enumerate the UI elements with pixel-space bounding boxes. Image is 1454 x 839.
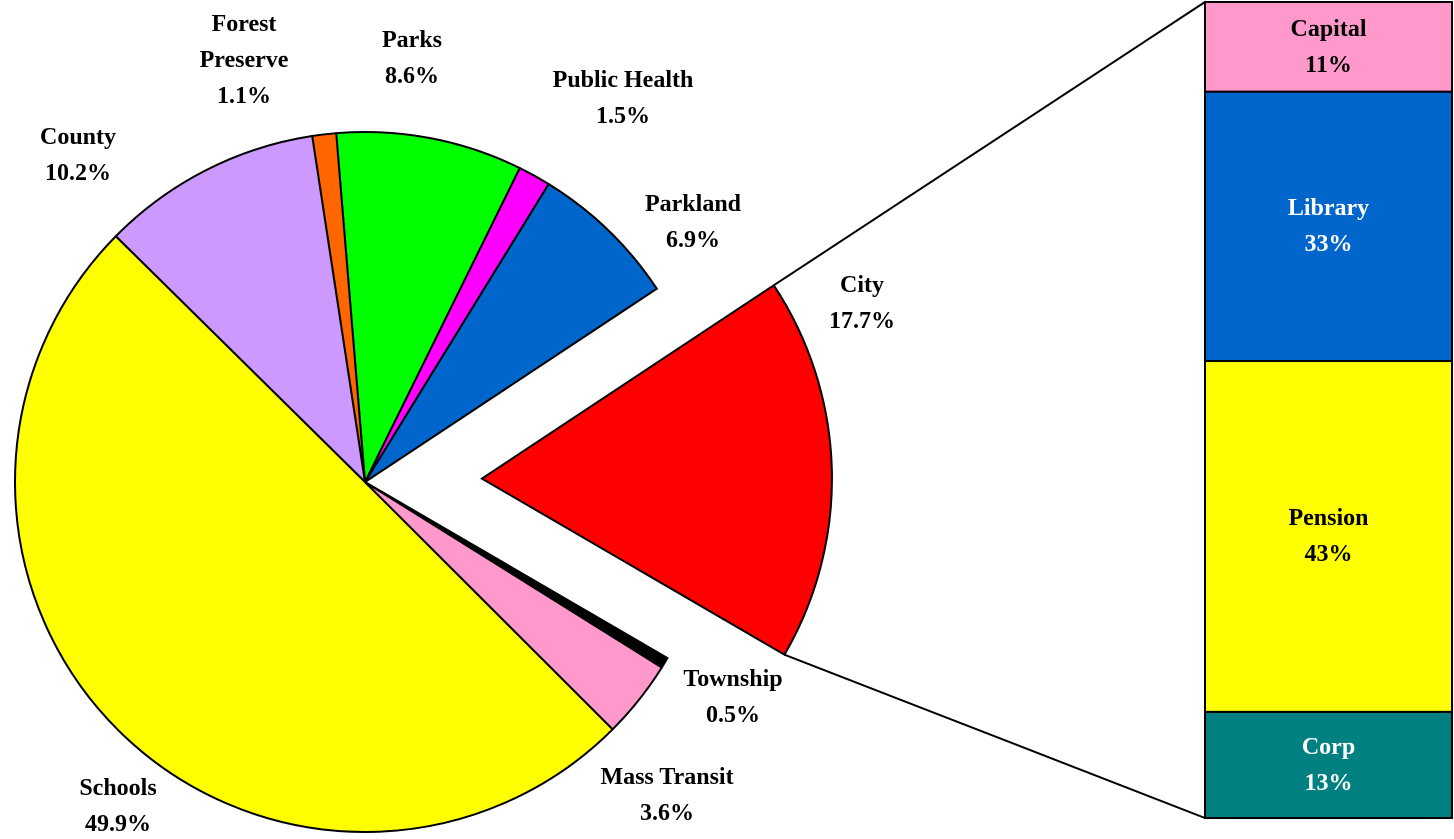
pie-slice	[13, 234, 615, 834]
label-text: 10.2%	[45, 160, 111, 186]
bar-segment	[1204, 1, 1453, 93]
label-text: Parkland	[644, 191, 742, 217]
slice-label: Parks 8.6%	[352, 22, 472, 94]
bar-label: Pension 43%	[1205, 500, 1452, 572]
label-text: Library	[1287, 195, 1370, 222]
label-text: 33%	[1304, 231, 1353, 258]
label-text: Parks	[382, 27, 442, 53]
label-text: Schools	[79, 775, 157, 801]
slice-label: Parkland 6.9%	[613, 186, 773, 258]
slice-label: Schools 49.9%	[58, 770, 178, 839]
slice-label: Township 0.5%	[653, 661, 813, 733]
label-text: 1.5%	[596, 103, 650, 129]
pie-slice	[335, 131, 522, 486]
label-text: 0.5%	[706, 702, 760, 728]
bar-segment	[1204, 710, 1453, 819]
bar-label: Library 33%	[1205, 190, 1452, 262]
label-text: 6.9%	[666, 227, 720, 253]
label-text: 8.6%	[385, 63, 439, 89]
label-text: 3.6%	[640, 800, 694, 826]
label-text: Pension	[1288, 505, 1369, 532]
pie-slice	[114, 134, 367, 485]
label-text: Corp	[1301, 733, 1356, 760]
label-text: Forest Preserve	[199, 11, 289, 73]
label-text: Mass Transit	[600, 764, 734, 790]
pie-slice	[364, 182, 659, 483]
bar-label: Corp 13%	[1205, 729, 1452, 801]
connector	[773, 1, 1206, 287]
connector	[784, 653, 1206, 819]
slice-label: Mass Transit 3.6%	[567, 759, 767, 831]
pie-slice	[480, 283, 833, 657]
label-text: Capital	[1290, 15, 1367, 42]
slice-label: County 10.2%	[18, 119, 138, 191]
slice-label: Forest Preserve 1.1%	[189, 6, 299, 114]
label-text: 13%	[1304, 769, 1353, 796]
pie-slice	[364, 481, 669, 669]
label-text: 1.1%	[217, 83, 271, 109]
label-text: 49.9%	[85, 811, 151, 837]
label-text: 11%	[1305, 51, 1352, 78]
label-text: City	[840, 272, 884, 298]
label-text: Public Health	[552, 67, 694, 93]
bar-segment	[1204, 360, 1453, 713]
label-text: County	[39, 124, 117, 150]
slice-label: Public Health 1.5%	[513, 62, 733, 134]
slice-label: City 17.7%	[782, 267, 942, 339]
label-text: 43%	[1304, 541, 1353, 568]
bar-segment	[1204, 90, 1453, 363]
label-text: Township	[683, 666, 783, 692]
label-text: 17.7%	[829, 308, 895, 334]
bar-label: Capital 11%	[1205, 11, 1452, 83]
